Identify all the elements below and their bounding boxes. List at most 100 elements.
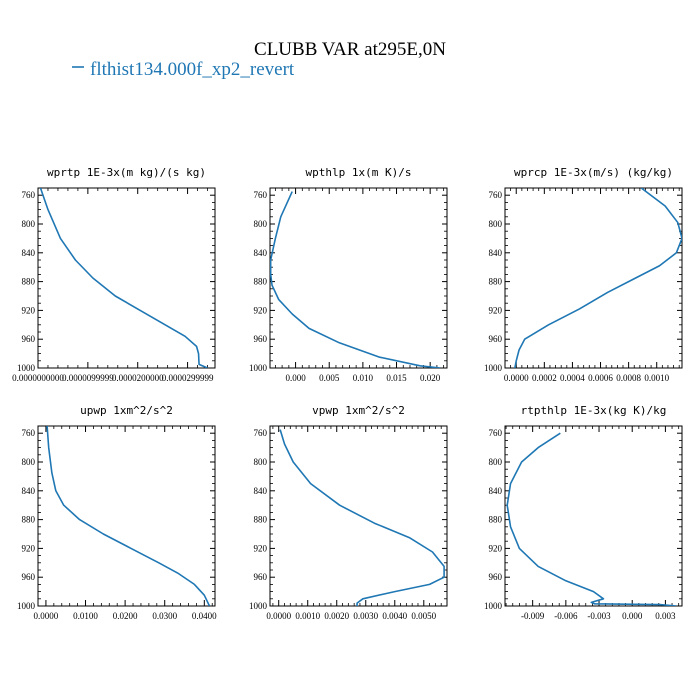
panel-title: vpwp 1xm^2/s^2 <box>312 404 405 417</box>
panel-title: wprtp 1E-3x(m kg)/(s kg) <box>47 166 206 179</box>
x-tick-label: -0.003 <box>587 611 611 621</box>
chart-panel-3: wprcp 1E-3x(m/s) (kg/kg) 760 800 840 880 920 9… <box>484 166 683 383</box>
panel-grid: wprtp 1E-3x(m kg)/(s kg) 760 800 840 880 920 9… <box>12 166 683 621</box>
chart-panel-6: rtpthlp 1E-3x(kg K)/kg 760 800 840 880 920 960… <box>484 404 683 621</box>
x-tick-label: 0.0000 <box>504 373 529 383</box>
plot-frame <box>504 425 683 607</box>
x-tick-label: 0.000 <box>285 373 306 383</box>
y-tick-label: 760 <box>254 428 268 438</box>
series-line <box>514 188 682 368</box>
y-tick-label: 1000 <box>484 363 503 373</box>
y-tick-label: 840 <box>22 248 36 258</box>
y-tick-label: 920 <box>22 305 36 315</box>
x-tick-label: 0.0010 <box>644 373 669 383</box>
y-tick-label: 800 <box>254 219 268 229</box>
series-line <box>506 432 677 606</box>
y-tick-label: 960 <box>22 572 36 582</box>
y-tick-label: 800 <box>254 457 268 467</box>
x-tick-label: 0.0002 <box>532 373 557 383</box>
panel-title: upwp 1xm^2/s^2 <box>80 404 173 417</box>
x-tick-label: 0.0050 <box>411 611 436 621</box>
x-tick-label: 0.020 <box>420 373 441 383</box>
y-tick-label: 880 <box>254 515 268 525</box>
y-tick-label: 760 <box>22 428 36 438</box>
y-tick-label: 1000 <box>249 363 268 373</box>
plot-frame <box>504 187 683 369</box>
series-line <box>46 426 211 606</box>
x-tick-label: 0.015 <box>386 373 407 383</box>
y-tick-label: 760 <box>254 190 268 200</box>
x-tick-label: 0.0100 <box>73 611 98 621</box>
x-tick-label: 0.0030 <box>353 611 378 621</box>
x-tick-label: 0.000 <box>622 611 643 621</box>
y-tick-label: 880 <box>489 277 503 287</box>
y-tick-label: 920 <box>489 543 503 553</box>
series-line <box>279 429 445 606</box>
y-tick-label: 920 <box>254 543 268 553</box>
chart-panel-2: wpthlp 1x(m K)/s 760 800 840 880 920 960 1000 0.… <box>249 166 448 383</box>
x-tick-label: 0.0000 <box>266 611 291 621</box>
figure-title: CLUBB VAR at295E,0N <box>254 39 446 60</box>
x-tick-label: 0.0000099999 <box>62 373 114 383</box>
y-tick-label: 1000 <box>484 601 503 611</box>
panel-title: rtpthlp 1E-3x(kg K)/kg <box>521 404 667 417</box>
plot-frame <box>37 187 216 369</box>
y-tick-label: 960 <box>22 334 36 344</box>
x-tick-label: 0.0000200000 <box>112 373 164 383</box>
x-tick-label: 0.0400 <box>192 611 217 621</box>
y-tick-label: 760 <box>489 190 503 200</box>
chart-panel-5: vpwp 1xm^2/s^276080084088092096010000.00… <box>249 404 448 621</box>
y-tick-label: 840 <box>254 486 268 496</box>
panel-title: wprcp 1E-3x(m/s) (kg/kg) <box>514 166 673 179</box>
panel-title: wpthlp 1x(m K)/s <box>306 166 412 179</box>
plot-frame <box>37 425 216 607</box>
x-tick-label: 0.0000299999 <box>162 373 214 383</box>
y-tick-label: 960 <box>489 572 503 582</box>
y-tick-label: 960 <box>254 572 268 582</box>
x-tick-label: 0.0000000000 <box>12 373 64 383</box>
x-tick-label: 0.010 <box>353 373 374 383</box>
y-tick-label: 760 <box>489 428 503 438</box>
plot-frame <box>269 425 448 607</box>
series-line <box>270 191 441 368</box>
y-tick-label: 800 <box>489 219 503 229</box>
x-tick-label: 0.005 <box>319 373 340 383</box>
x-tick-label: 0.003 <box>655 611 676 621</box>
x-tick-label: 0.0000 <box>34 611 59 621</box>
y-tick-label: 960 <box>489 334 503 344</box>
y-tick-label: 880 <box>254 277 268 287</box>
y-tick-label: 920 <box>489 305 503 315</box>
y-tick-label: 960 <box>254 334 268 344</box>
y-tick-label: 840 <box>489 486 503 496</box>
y-tick-label: 800 <box>489 457 503 467</box>
y-tick-label: 920 <box>22 543 36 553</box>
x-tick-label: 0.0006 <box>588 373 613 383</box>
x-tick-label: 0.0004 <box>560 373 585 383</box>
y-tick-label: 1000 <box>17 601 36 611</box>
x-tick-label: 0.0200 <box>113 611 138 621</box>
y-tick-label: 920 <box>254 305 268 315</box>
y-tick-label: 1000 <box>249 601 268 611</box>
x-tick-label: -0.009 <box>521 611 545 621</box>
y-tick-label: 880 <box>489 515 503 525</box>
y-tick-label: 800 <box>22 457 36 467</box>
x-tick-label: 0.0010 <box>295 611 320 621</box>
y-tick-label: 880 <box>22 277 36 287</box>
x-tick-label: 0.0040 <box>382 611 407 621</box>
y-tick-label: 760 <box>22 190 36 200</box>
y-tick-label: 1000 <box>17 363 36 373</box>
y-tick-label: 840 <box>22 486 36 496</box>
x-tick-label: 0.0300 <box>152 611 177 621</box>
y-tick-label: 840 <box>254 248 268 258</box>
legend: flthist134.000f_xp2_revert <box>72 59 295 80</box>
x-tick-label: 0.0008 <box>616 373 641 383</box>
x-tick-label: -0.006 <box>554 611 578 621</box>
y-tick-label: 840 <box>489 248 503 258</box>
chart-panel-4: upwp 1xm^2/s^2 760 800 840 880 920 960 10000.00… <box>17 404 217 621</box>
chart-panel-1: wprtp 1E-3x(m kg)/(s kg) 760 800 840 880 920 9… <box>12 166 216 383</box>
y-tick-label: 880 <box>22 515 36 525</box>
y-tick-label: 800 <box>22 219 36 229</box>
plot-frame <box>269 187 448 369</box>
x-tick-label: 0.0020 <box>324 611 349 621</box>
